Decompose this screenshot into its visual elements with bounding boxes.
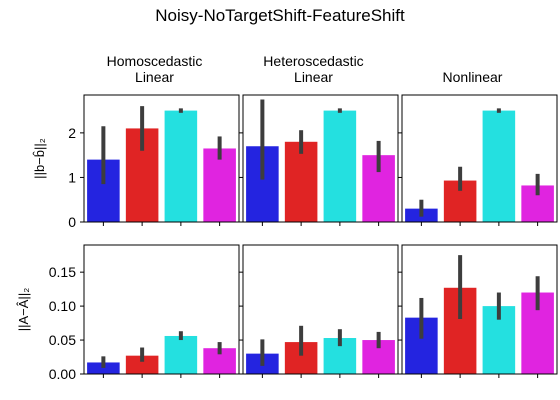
bar [203,148,236,222]
bar [87,362,120,374]
bar [284,141,318,222]
panel-frame [401,94,558,223]
y-tick-label: 0.05 [49,332,76,348]
bar [482,110,516,222]
panel-frame [83,94,240,223]
figure-title: Noisy-NoTargetShift-FeatureShift [155,6,405,25]
column-title-line: Nonlinear [442,69,503,85]
y-tick-label: 0 [68,214,76,230]
column-title-line: Linear [294,69,333,85]
panel-frame [242,244,399,375]
column-title-line: Heteroscedastic [263,53,364,69]
y-tick-label: 0.15 [49,264,76,280]
bar [323,110,357,222]
y-tick-label: 0.00 [49,366,76,382]
panel-frame [83,244,240,375]
column-title-line: Linear [135,69,174,85]
column-title-nonlinear: Nonlinear [395,69,550,85]
y-tick-label: 1 [68,169,76,185]
y-axis-label: ||A−Â||₂ [16,288,31,332]
column-title-heteroscedastic: Heteroscedastic Linear [236,53,391,85]
y-tick-label: 0.10 [49,298,76,314]
y-axis-label: ||b−b̂||₂ [32,138,47,179]
bar [164,110,198,222]
y-tick-label: 2 [68,125,76,141]
panel-frame [242,94,399,223]
column-title-line: Homoscedastic [106,53,203,69]
bar [125,355,159,374]
panel-frame [401,244,558,375]
column-title-homoscedastic: Homoscedastic Linear [77,53,232,85]
bar [164,335,198,374]
